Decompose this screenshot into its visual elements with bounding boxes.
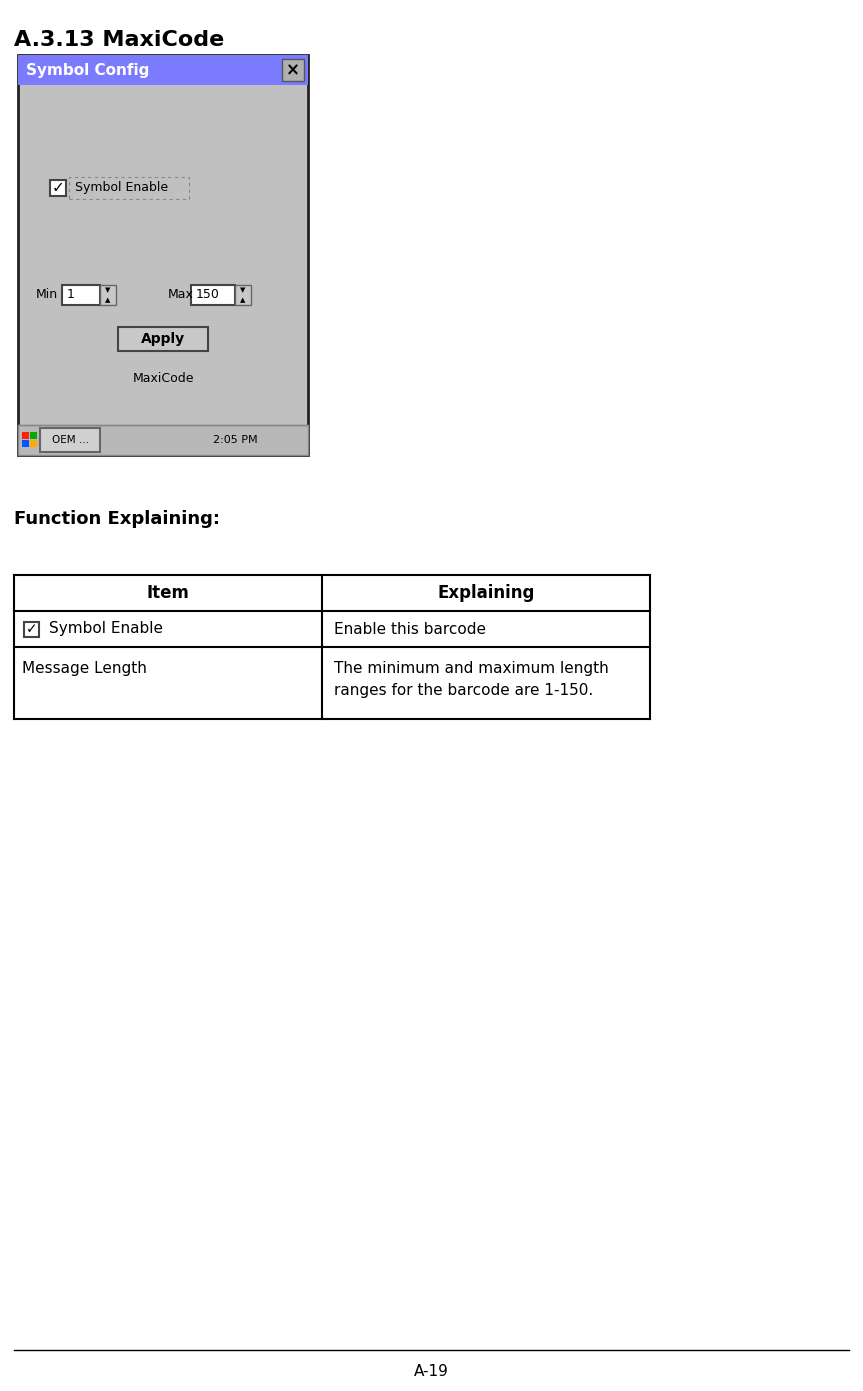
Text: A-19: A-19 bbox=[413, 1365, 449, 1380]
Text: ranges for the barcode are 1-150.: ranges for the barcode are 1-150. bbox=[334, 683, 593, 698]
Bar bbox=[30, 433, 37, 440]
Text: Symbol Enable: Symbol Enable bbox=[49, 622, 163, 637]
Bar bbox=[14, 574, 650, 719]
Text: ×: × bbox=[286, 61, 300, 79]
Bar bbox=[282, 58, 304, 81]
Bar bbox=[191, 285, 235, 305]
Bar bbox=[118, 327, 208, 351]
Bar bbox=[69, 177, 189, 199]
Bar bbox=[40, 428, 100, 452]
Text: Item: Item bbox=[147, 584, 190, 602]
Bar bbox=[50, 179, 66, 196]
Bar bbox=[18, 56, 308, 455]
Bar bbox=[24, 622, 39, 637]
Text: 2:05 PM: 2:05 PM bbox=[213, 435, 258, 445]
Text: ▼: ▼ bbox=[240, 287, 246, 294]
Text: Symbol Enable: Symbol Enable bbox=[75, 181, 168, 195]
Text: Apply: Apply bbox=[141, 332, 185, 346]
Text: ▲: ▲ bbox=[105, 298, 110, 303]
Text: Enable this barcode: Enable this barcode bbox=[334, 622, 486, 637]
Text: Symbol Config: Symbol Config bbox=[26, 63, 149, 78]
Bar bbox=[30, 440, 37, 447]
Bar bbox=[22, 433, 29, 440]
Bar bbox=[18, 56, 308, 85]
Bar bbox=[235, 285, 251, 305]
Text: Explaining: Explaining bbox=[438, 584, 535, 602]
Text: The minimum and maximum length: The minimum and maximum length bbox=[334, 661, 608, 676]
Text: 1: 1 bbox=[67, 288, 75, 302]
Text: ▼: ▼ bbox=[105, 287, 110, 294]
Text: MaxiCode: MaxiCode bbox=[132, 373, 194, 385]
Text: Min: Min bbox=[36, 288, 58, 302]
Text: Message Length: Message Length bbox=[22, 661, 147, 676]
Text: ✓: ✓ bbox=[52, 181, 65, 196]
Text: A.3.13 MaxiCode: A.3.13 MaxiCode bbox=[14, 31, 224, 50]
Text: OEM ...: OEM ... bbox=[52, 435, 89, 445]
Bar bbox=[22, 440, 29, 447]
Bar bbox=[62, 285, 100, 305]
Text: 150: 150 bbox=[196, 288, 220, 302]
Text: ▲: ▲ bbox=[240, 298, 246, 303]
Bar bbox=[100, 285, 116, 305]
Text: ✓: ✓ bbox=[26, 622, 37, 636]
Text: Max: Max bbox=[168, 288, 194, 302]
Text: Function Explaining:: Function Explaining: bbox=[14, 510, 220, 529]
Bar bbox=[18, 426, 308, 455]
